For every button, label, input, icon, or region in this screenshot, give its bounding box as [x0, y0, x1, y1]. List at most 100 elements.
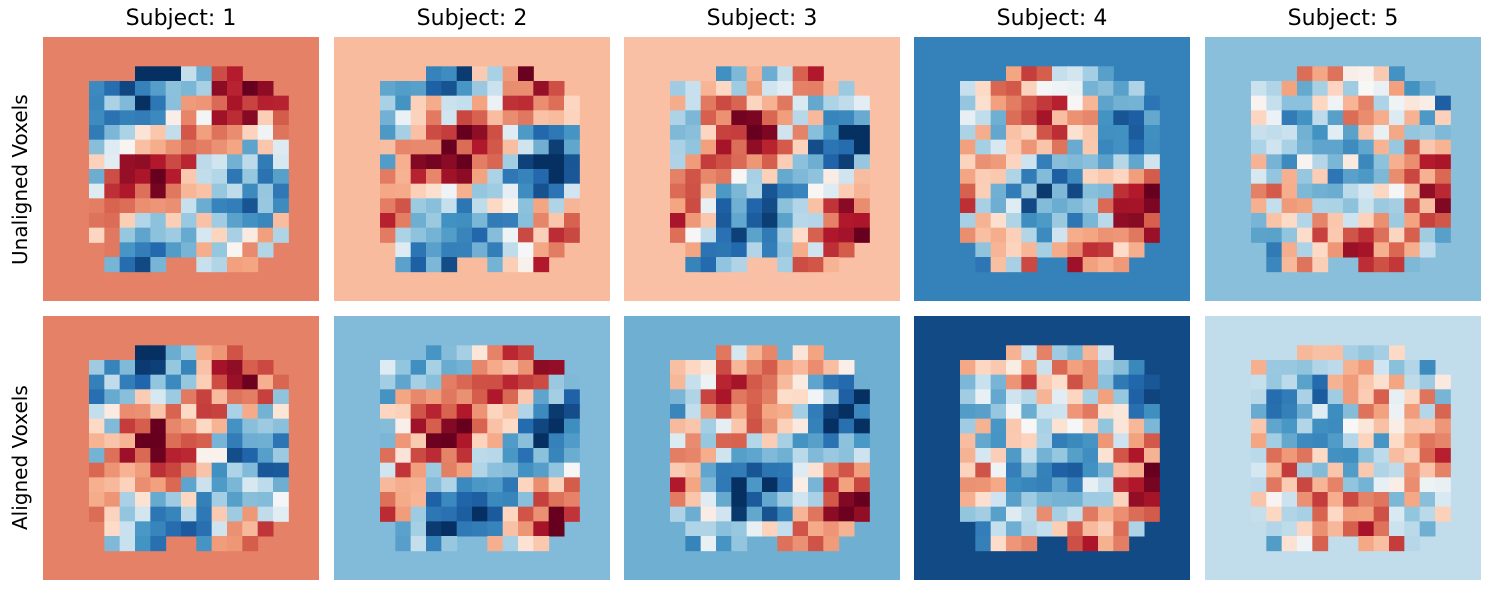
- voxel-cell: [1358, 492, 1375, 508]
- voxel-cell: [990, 125, 1007, 141]
- voxel-cell: [1251, 404, 1267, 420]
- voxel-cell: [135, 95, 151, 111]
- voxel-cell: [165, 139, 182, 155]
- voxel-cell: [89, 506, 105, 522]
- voxel-cell: [700, 536, 717, 552]
- voxel-cell: [1098, 227, 1114, 243]
- voxel-cell: [1021, 521, 1038, 537]
- voxel-cell: [1082, 360, 1099, 376]
- voxel-cell: [731, 360, 748, 376]
- voxel-cell: [1144, 213, 1160, 229]
- heatmap-unaligned-4: [914, 37, 1190, 301]
- voxel-cell: [1389, 213, 1405, 229]
- voxel-cell: [746, 139, 763, 155]
- voxel-cell: [700, 257, 717, 273]
- voxel-cell: [1327, 198, 1344, 214]
- voxel-cell: [472, 66, 488, 82]
- voxel-cell: [777, 169, 794, 185]
- voxel-cell: [548, 448, 565, 464]
- voxel-cell: [1435, 492, 1451, 508]
- voxel-cell: [1404, 404, 1421, 420]
- voxel-cell: [1082, 66, 1099, 82]
- voxel-cell: [1036, 81, 1053, 97]
- voxel-cell: [426, 506, 442, 522]
- voxel-cell: [380, 95, 396, 111]
- voxel-cell: [395, 139, 412, 155]
- voxel-cell: [1358, 462, 1375, 478]
- voxel-cell: [104, 257, 121, 273]
- voxel-cell: [395, 198, 412, 214]
- voxel-cell: [1021, 506, 1038, 522]
- voxel-cell: [808, 404, 824, 420]
- voxel-cell: [196, 374, 213, 390]
- voxel-cell: [1082, 95, 1099, 111]
- voxel-cell: [548, 110, 565, 126]
- voxel-cell: [135, 536, 151, 552]
- voxel-cell: [990, 154, 1007, 170]
- voxel-cell: [1098, 389, 1114, 405]
- voxel-cell: [472, 198, 488, 214]
- voxel-cell: [227, 404, 243, 420]
- panel-unaligned-subject-3: [624, 37, 900, 301]
- voxel-cell: [746, 448, 763, 464]
- voxel-cell: [472, 154, 488, 170]
- voxel-cell: [135, 374, 151, 390]
- voxel-cell: [89, 198, 105, 214]
- voxel-cell: [410, 110, 427, 126]
- voxel-cell: [1389, 125, 1405, 141]
- voxel-cell: [670, 360, 686, 376]
- voxel-cell: [426, 492, 442, 508]
- voxel-cell: [135, 242, 151, 258]
- voxel-cell: [1389, 448, 1405, 464]
- voxel-cell: [242, 110, 259, 126]
- voxel-cell: [1036, 492, 1053, 508]
- voxel-cell: [89, 418, 105, 434]
- voxel-cell: [456, 477, 473, 493]
- voxel-cell: [1021, 360, 1038, 376]
- voxel-cell: [426, 462, 442, 478]
- voxel-cell: [1036, 66, 1053, 82]
- voxel-cell: [854, 169, 870, 185]
- voxel-cell: [150, 169, 167, 185]
- voxel-cell: [426, 433, 442, 449]
- voxel-cell: [150, 183, 167, 199]
- voxel-cell: [181, 227, 197, 243]
- voxel-cell: [762, 448, 778, 464]
- voxel-cell: [426, 213, 442, 229]
- voxel-cell: [1327, 506, 1344, 522]
- voxel-cell: [1144, 477, 1160, 493]
- voxel-cell: [1281, 110, 1298, 126]
- voxel-cell: [1327, 139, 1344, 155]
- voxel-cell: [181, 95, 197, 111]
- voxel-cell: [1006, 345, 1022, 361]
- voxel-cell: [257, 506, 274, 522]
- voxel-cell: [1067, 404, 1084, 420]
- voxel-cell: [990, 448, 1007, 464]
- voxel-cell: [975, 213, 992, 229]
- voxel-cell: [242, 462, 259, 478]
- voxel-cell: [762, 110, 778, 126]
- voxel-cell: [1312, 404, 1329, 420]
- voxel-cell: [1021, 81, 1038, 97]
- voxel-cell: [1006, 448, 1022, 464]
- voxel-cell: [685, 257, 702, 273]
- voxel-cell: [1281, 462, 1298, 478]
- voxel-cell: [1098, 521, 1114, 537]
- voxel-cell: [808, 433, 824, 449]
- voxel-cell: [211, 506, 228, 522]
- voxel-cell: [685, 506, 702, 522]
- voxel-cell: [1419, 374, 1436, 390]
- voxel-cell: [487, 227, 504, 243]
- voxel-cell: [119, 110, 136, 126]
- voxel-cell: [227, 213, 243, 229]
- voxel-cell: [1266, 492, 1283, 508]
- voxel-cell: [975, 110, 992, 126]
- voxel-cell: [716, 492, 732, 508]
- voxel-cell: [410, 169, 427, 185]
- voxel-cell: [1052, 448, 1068, 464]
- voxel-cell: [1098, 257, 1114, 273]
- voxel-cell: [854, 462, 870, 478]
- voxel-cell: [1036, 154, 1053, 170]
- voxel-cell: [1435, 110, 1451, 126]
- voxel-cell: [1067, 213, 1084, 229]
